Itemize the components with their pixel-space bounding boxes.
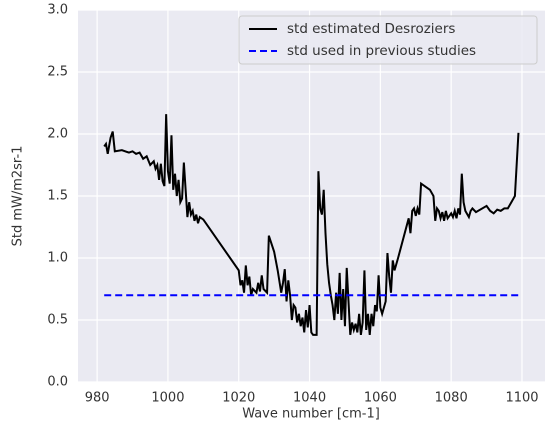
data-line bbox=[103, 114, 520, 336]
y-tick-label: 2.0 bbox=[47, 127, 68, 142]
y-tick-label: 2.5 bbox=[47, 65, 68, 80]
x-tick-label: 1060 bbox=[364, 391, 397, 406]
y-tick-label: 0.5 bbox=[47, 313, 68, 328]
y-tick-label: 1.0 bbox=[47, 251, 68, 266]
y-axis-label: Std mW/m2sr-1 bbox=[11, 146, 26, 247]
legend: std estimated Desroziers std used in prev… bbox=[238, 15, 538, 65]
x-tick-label: 1040 bbox=[293, 391, 326, 406]
x-axis-label: Wave number [cm-1] bbox=[242, 407, 380, 422]
legend-label: std estimated Desroziers bbox=[287, 21, 455, 37]
legend-label: std used in previous studies bbox=[287, 43, 476, 59]
x-tick-label: 1000 bbox=[151, 391, 184, 406]
y-tick-label: 0.0 bbox=[47, 375, 68, 390]
y-tick-label: 3.0 bbox=[47, 3, 68, 18]
x-tick-label: 1020 bbox=[222, 391, 255, 406]
x-tick-label: 1080 bbox=[435, 391, 468, 406]
x-tick-label: 980 bbox=[85, 391, 110, 406]
legend-box bbox=[238, 15, 538, 65]
y-tick-label: 1.5 bbox=[47, 189, 68, 204]
x-tick-label: 1100 bbox=[505, 391, 538, 406]
